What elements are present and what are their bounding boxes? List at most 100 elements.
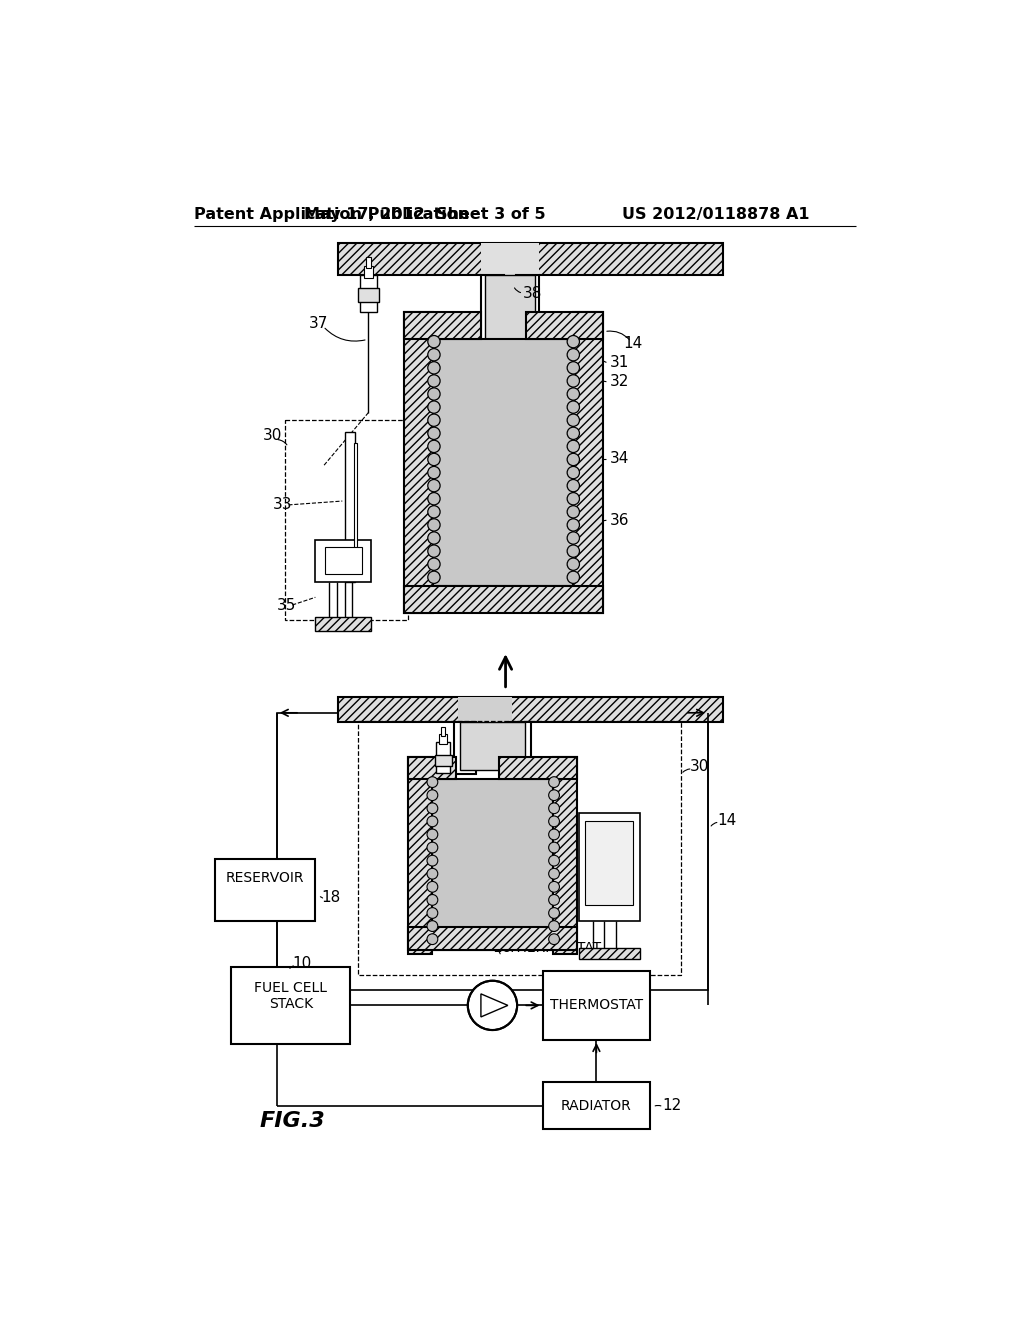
- Circle shape: [549, 816, 559, 826]
- Text: 32: 32: [609, 374, 629, 389]
- Bar: [439, 734, 447, 743]
- Circle shape: [428, 532, 440, 544]
- Bar: [585, 821, 633, 906]
- Bar: [543, 1082, 650, 1129]
- Circle shape: [427, 933, 438, 945]
- Circle shape: [428, 375, 440, 387]
- Circle shape: [549, 908, 559, 919]
- Text: 14: 14: [624, 335, 643, 351]
- Circle shape: [549, 803, 559, 813]
- Circle shape: [428, 453, 440, 466]
- Text: 35: 35: [276, 598, 296, 612]
- Text: 38: 38: [523, 285, 543, 301]
- Text: THERMOSTAT: THERMOSTAT: [508, 941, 601, 954]
- Text: US 2012/0118878 A1: US 2012/0118878 A1: [622, 207, 810, 222]
- Circle shape: [549, 921, 559, 932]
- Bar: [573, 313, 602, 612]
- Text: 37: 37: [309, 317, 329, 331]
- Text: THERMOSTAT: THERMOSTAT: [550, 998, 643, 1012]
- Text: 12: 12: [662, 1098, 681, 1113]
- Text: May 17, 2012  Sheet 3 of 5: May 17, 2012 Sheet 3 of 5: [304, 207, 546, 222]
- Bar: [579, 813, 640, 921]
- Circle shape: [427, 895, 438, 906]
- Circle shape: [428, 506, 440, 517]
- Circle shape: [427, 921, 438, 932]
- Circle shape: [567, 479, 580, 492]
- Circle shape: [567, 532, 580, 544]
- Circle shape: [567, 428, 580, 440]
- Text: 30: 30: [263, 428, 283, 444]
- Circle shape: [428, 545, 440, 557]
- Text: 36: 36: [609, 512, 629, 528]
- Bar: [435, 755, 452, 766]
- Circle shape: [427, 816, 438, 826]
- Bar: [345, 432, 355, 582]
- Bar: [367, 257, 371, 268]
- Bar: [285, 420, 408, 620]
- Bar: [579, 948, 640, 960]
- Circle shape: [427, 855, 438, 866]
- Bar: [484, 276, 535, 341]
- Circle shape: [567, 558, 580, 570]
- Circle shape: [428, 348, 440, 360]
- Text: RADIATOR: RADIATOR: [561, 1098, 632, 1113]
- Bar: [481, 243, 539, 276]
- Circle shape: [427, 842, 438, 853]
- Bar: [525, 313, 602, 339]
- Bar: [215, 859, 315, 921]
- Circle shape: [567, 348, 580, 360]
- Circle shape: [567, 388, 580, 400]
- Circle shape: [567, 506, 580, 517]
- Bar: [433, 339, 573, 586]
- Bar: [499, 758, 578, 779]
- Circle shape: [567, 362, 580, 374]
- Circle shape: [567, 545, 580, 557]
- Bar: [515, 276, 539, 345]
- Circle shape: [567, 335, 580, 348]
- Circle shape: [567, 401, 580, 413]
- Circle shape: [549, 855, 559, 866]
- Bar: [509, 722, 531, 775]
- Bar: [543, 970, 650, 1040]
- Circle shape: [468, 981, 517, 1030]
- Text: 33: 33: [273, 498, 293, 512]
- Circle shape: [428, 388, 440, 400]
- Circle shape: [427, 789, 438, 800]
- Circle shape: [427, 776, 438, 788]
- Text: 30: 30: [689, 759, 709, 775]
- Bar: [408, 927, 578, 950]
- Circle shape: [428, 466, 440, 479]
- Bar: [325, 548, 361, 574]
- Text: 16: 16: [493, 940, 512, 956]
- Bar: [403, 586, 602, 612]
- Circle shape: [567, 492, 580, 504]
- Circle shape: [549, 933, 559, 945]
- Circle shape: [549, 869, 559, 879]
- Circle shape: [428, 441, 440, 453]
- Circle shape: [427, 829, 438, 840]
- Circle shape: [428, 479, 440, 492]
- Bar: [441, 726, 445, 737]
- Bar: [408, 758, 432, 954]
- Circle shape: [567, 466, 580, 479]
- Bar: [432, 779, 553, 950]
- Text: 18: 18: [322, 890, 341, 906]
- Bar: [364, 267, 373, 277]
- Bar: [454, 722, 475, 775]
- Bar: [339, 243, 724, 276]
- Circle shape: [427, 908, 438, 919]
- Circle shape: [549, 829, 559, 840]
- Circle shape: [428, 428, 440, 440]
- Text: 14: 14: [717, 813, 736, 828]
- Circle shape: [567, 375, 580, 387]
- Text: FIG.3: FIG.3: [259, 1111, 326, 1131]
- Circle shape: [549, 789, 559, 800]
- Bar: [436, 742, 451, 774]
- Circle shape: [428, 572, 440, 583]
- Bar: [230, 966, 350, 1044]
- Circle shape: [549, 776, 559, 788]
- Circle shape: [428, 492, 440, 504]
- Text: Patent Application Publication: Patent Application Publication: [194, 207, 469, 222]
- Circle shape: [567, 441, 580, 453]
- Text: 34: 34: [609, 451, 629, 466]
